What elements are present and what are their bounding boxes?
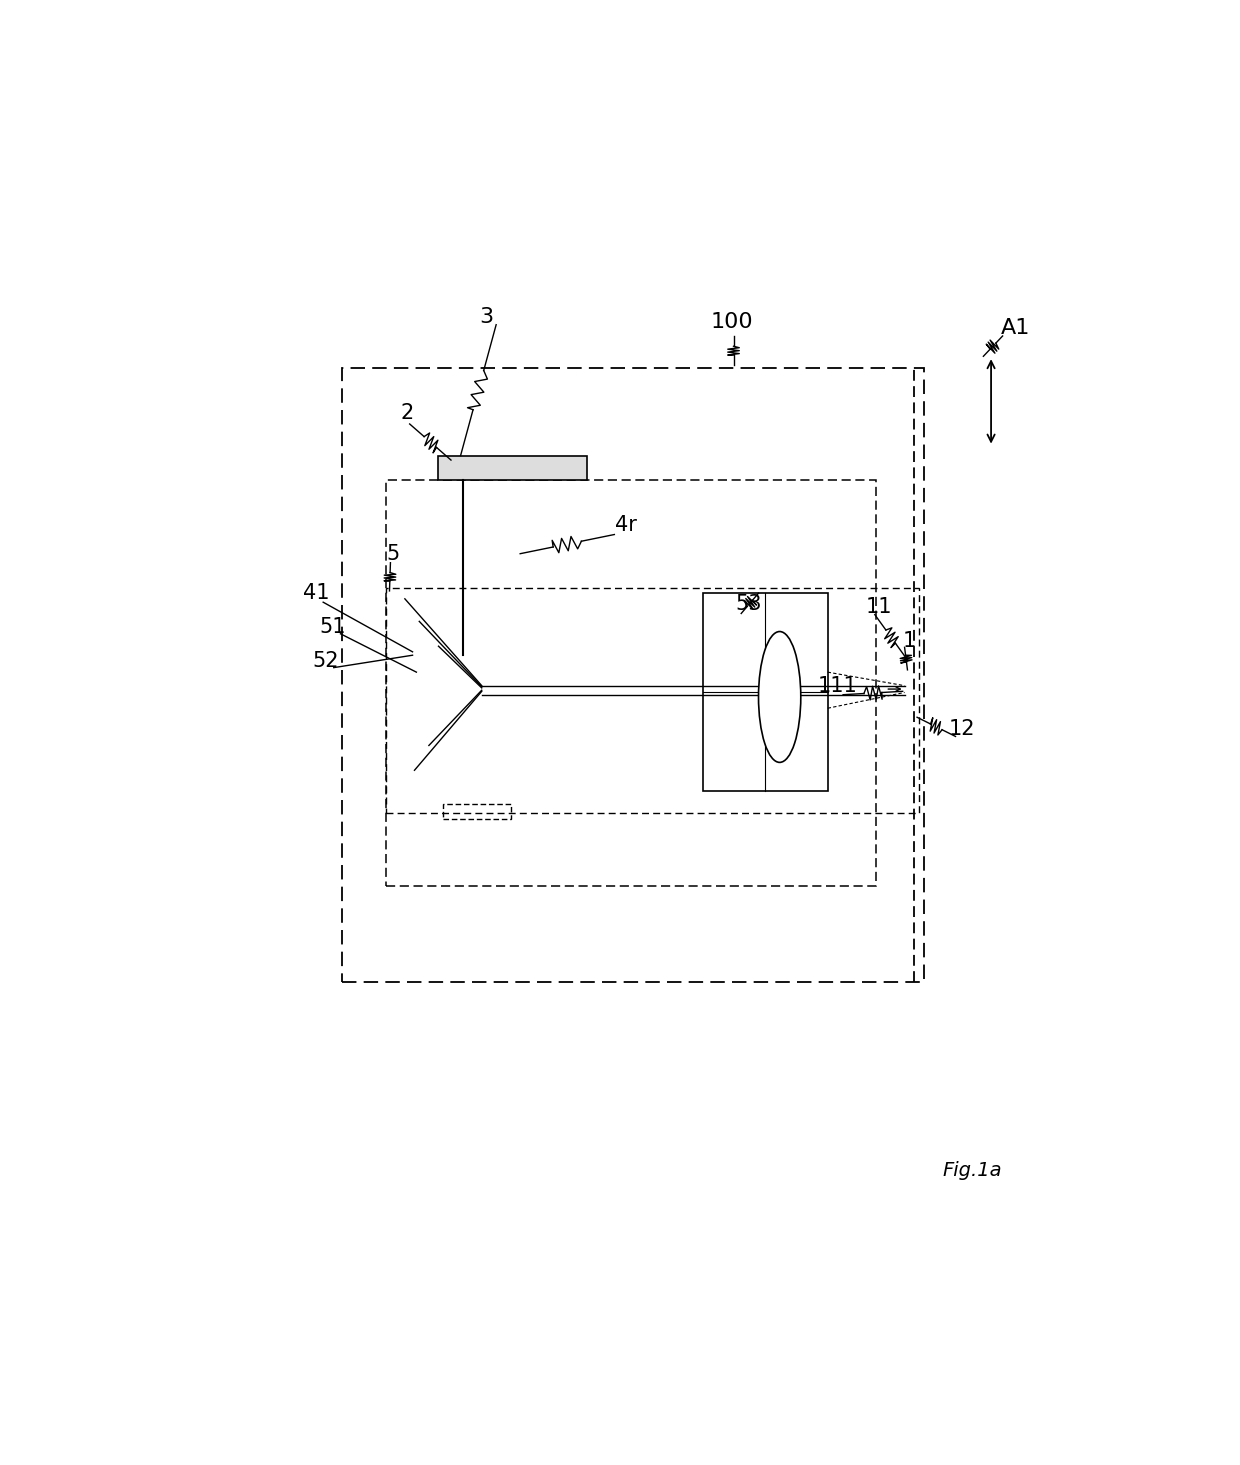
- Bar: [342, 368, 924, 983]
- Text: A1: A1: [1001, 318, 1029, 338]
- Text: 41: 41: [304, 583, 330, 604]
- Text: 5: 5: [387, 544, 401, 564]
- Text: 3: 3: [480, 306, 494, 327]
- Text: Fig.1a: Fig.1a: [942, 1162, 1002, 1181]
- Text: 52: 52: [312, 650, 340, 671]
- Text: 12: 12: [949, 718, 976, 738]
- Text: 51: 51: [320, 617, 346, 637]
- Bar: [386, 587, 919, 813]
- Text: 4r: 4r: [615, 516, 637, 536]
- Text: 111: 111: [817, 675, 857, 696]
- Bar: [439, 456, 588, 481]
- Text: 1: 1: [903, 630, 916, 650]
- Text: 53: 53: [735, 595, 763, 614]
- Bar: [444, 804, 511, 819]
- Text: 11: 11: [866, 596, 892, 617]
- Bar: [386, 481, 875, 886]
- Text: 100: 100: [711, 312, 753, 333]
- Bar: [703, 593, 828, 791]
- Text: 2: 2: [401, 403, 413, 423]
- Ellipse shape: [759, 631, 801, 762]
